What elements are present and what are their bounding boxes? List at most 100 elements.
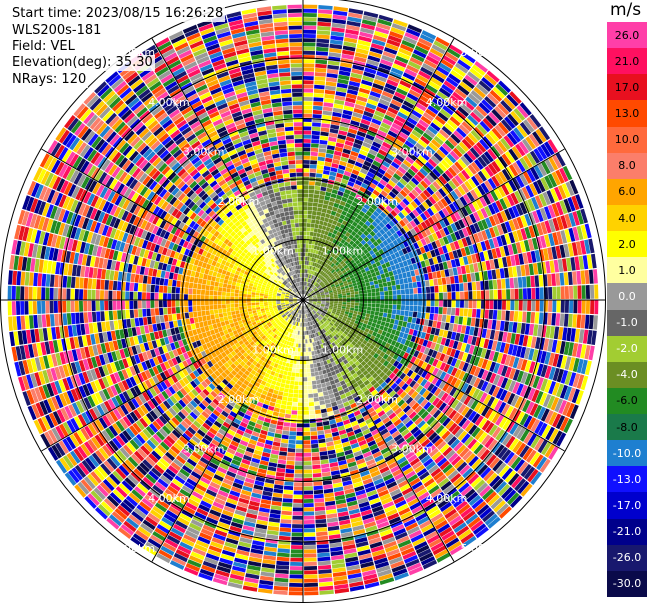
velocity-gate xyxy=(324,496,335,502)
velocity-gate xyxy=(306,368,311,373)
velocity-gate xyxy=(439,146,449,156)
velocity-gate xyxy=(326,264,331,270)
velocity-gate xyxy=(338,253,344,258)
velocity-gate xyxy=(314,241,319,246)
velocity-gate xyxy=(350,291,355,295)
velocity-gate xyxy=(310,291,315,294)
velocity-gate xyxy=(362,75,374,83)
velocity-gate xyxy=(312,473,322,478)
velocity-gate xyxy=(371,292,376,297)
velocity-gate xyxy=(359,149,368,157)
velocity-gate xyxy=(407,60,421,70)
velocity-gate xyxy=(308,193,314,198)
velocity-gate xyxy=(375,303,380,308)
velocity-gate xyxy=(380,291,385,296)
velocity-gate xyxy=(473,126,485,138)
velocity-gate xyxy=(289,384,294,390)
velocity-gate xyxy=(285,362,290,368)
velocity-gate xyxy=(321,123,331,128)
velocity-gate xyxy=(368,224,375,231)
velocity-gate xyxy=(323,243,328,249)
velocity-gate xyxy=(416,281,422,288)
velocity-gate xyxy=(555,273,561,286)
velocity-gate xyxy=(406,322,412,329)
velocity-gate xyxy=(588,315,594,330)
velocity-gate xyxy=(387,130,398,138)
velocity-gate xyxy=(577,285,582,299)
velocity-gate xyxy=(346,237,352,243)
velocity-gate xyxy=(303,84,314,89)
velocity-gate xyxy=(329,48,342,54)
velocity-gate xyxy=(408,113,420,122)
velocity-gate xyxy=(325,191,332,197)
velocity-gate xyxy=(333,254,339,260)
velocity-gate xyxy=(305,256,308,261)
velocity-gate xyxy=(394,214,402,222)
velocity-gate xyxy=(325,275,329,279)
velocity-gate xyxy=(274,577,289,583)
velocity-gate xyxy=(488,280,494,290)
velocity-gate xyxy=(369,243,376,250)
velocity-gate xyxy=(325,381,331,387)
velocity-gate xyxy=(337,258,343,263)
velocity-gate xyxy=(413,294,418,300)
velocity-gate xyxy=(380,59,393,67)
velocity-gate xyxy=(349,154,358,161)
velocity-gate xyxy=(368,167,377,175)
velocity-gate xyxy=(303,452,312,457)
velocity-gate xyxy=(303,515,315,520)
velocity-gate xyxy=(278,535,291,541)
velocity-gate xyxy=(448,180,457,190)
velocity-gate xyxy=(314,254,318,259)
velocity-gate xyxy=(410,149,420,158)
velocity-gate xyxy=(319,451,328,456)
velocity-gate xyxy=(415,275,421,282)
velocity-gate xyxy=(311,456,320,461)
velocity-gate xyxy=(468,291,473,300)
velocity-gate xyxy=(292,397,298,403)
velocity-gate xyxy=(316,38,330,44)
velocity-gate xyxy=(310,368,315,373)
velocity-gate xyxy=(307,269,310,274)
velocity-gate xyxy=(307,372,311,377)
velocity-gate xyxy=(303,461,312,466)
velocity-gate xyxy=(413,288,418,294)
velocity-gate xyxy=(303,398,309,403)
velocity-gate xyxy=(447,167,457,177)
velocity-gate xyxy=(412,81,425,91)
velocity-gate xyxy=(358,305,363,310)
velocity-gate xyxy=(318,286,322,290)
velocity-gate xyxy=(356,175,365,183)
velocity-gate xyxy=(296,436,303,440)
velocity-gate xyxy=(527,288,532,300)
velocity-gate xyxy=(298,339,301,344)
velocity-gate xyxy=(390,161,400,169)
velocity-gate xyxy=(534,312,540,324)
velocity-gate xyxy=(283,388,289,393)
velocity-gate xyxy=(391,187,400,196)
velocity-gate xyxy=(404,310,409,317)
velocity-gate xyxy=(354,161,363,168)
velocity-gate xyxy=(318,275,323,279)
velocity-gate xyxy=(328,201,335,207)
velocity-gate xyxy=(322,369,327,375)
velocity-gate xyxy=(365,156,374,164)
velocity-gate xyxy=(480,182,490,194)
velocity-gate xyxy=(580,270,586,285)
velocity-gate xyxy=(303,223,307,227)
velocity-gate xyxy=(363,303,368,307)
velocity-gate xyxy=(289,578,303,583)
velocity-gate xyxy=(471,281,477,291)
velocity-gate xyxy=(441,314,447,322)
velocity-gate xyxy=(314,401,320,406)
velocity-gate xyxy=(303,134,311,139)
velocity-gate xyxy=(274,484,284,490)
velocity-gate xyxy=(493,143,504,155)
velocity-gate xyxy=(307,293,311,296)
velocity-gate xyxy=(328,175,336,181)
velocity-gate xyxy=(411,109,422,119)
velocity-gate xyxy=(396,87,408,96)
velocity-gate xyxy=(483,270,489,281)
velocity-gate xyxy=(385,276,391,282)
velocity-gate xyxy=(307,292,310,296)
